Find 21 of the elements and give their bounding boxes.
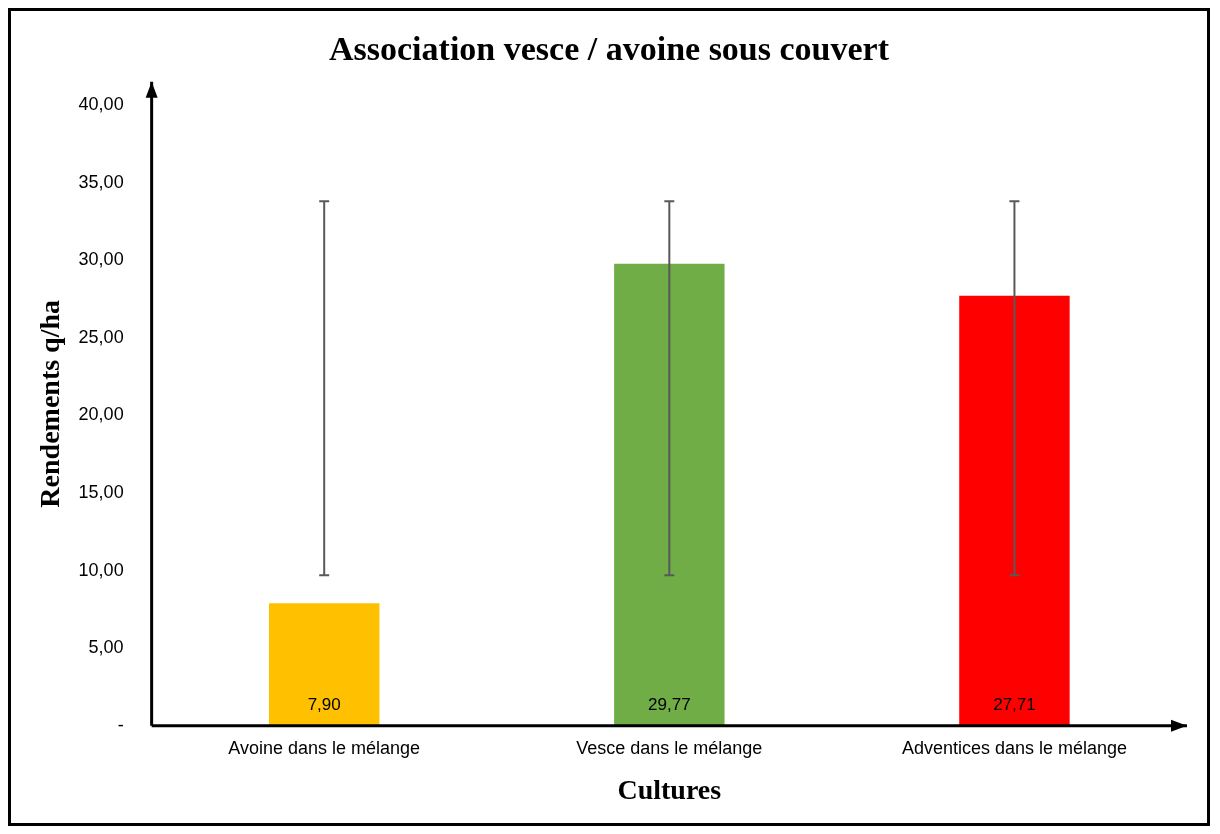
bar	[959, 295, 1070, 726]
bar	[268, 603, 380, 726]
data-label: 7,90	[307, 694, 341, 714]
chart-title: Association vesce / avoine sous couvert	[328, 30, 890, 68]
y-tick-label: 25,00	[78, 326, 124, 347]
x-axis-title: Cultures	[617, 774, 722, 806]
y-axis-title: Rendements q/ha	[34, 299, 66, 508]
y-tick-label: 15,00	[78, 482, 124, 502]
data-label: 27,71	[993, 694, 1036, 714]
x-tick-label: Avoine dans le mélange	[228, 737, 421, 758]
y-tick-label: 35,00	[78, 171, 124, 192]
x-tick-label: Vesce dans le mélange	[576, 737, 763, 758]
data-label: 29,77	[648, 694, 691, 714]
y-tick-label: 20,00	[78, 404, 124, 425]
y-tick-label: 40,00	[78, 94, 124, 115]
y-tick-label: 30,00	[78, 249, 124, 270]
x-tick-label: Adventices dans le mélange	[901, 737, 1128, 758]
y-tick-label: 10,00	[78, 559, 124, 580]
y-tick-label: 5,00	[88, 637, 124, 658]
bar	[614, 263, 725, 726]
y-tick-label: -	[117, 714, 124, 735]
